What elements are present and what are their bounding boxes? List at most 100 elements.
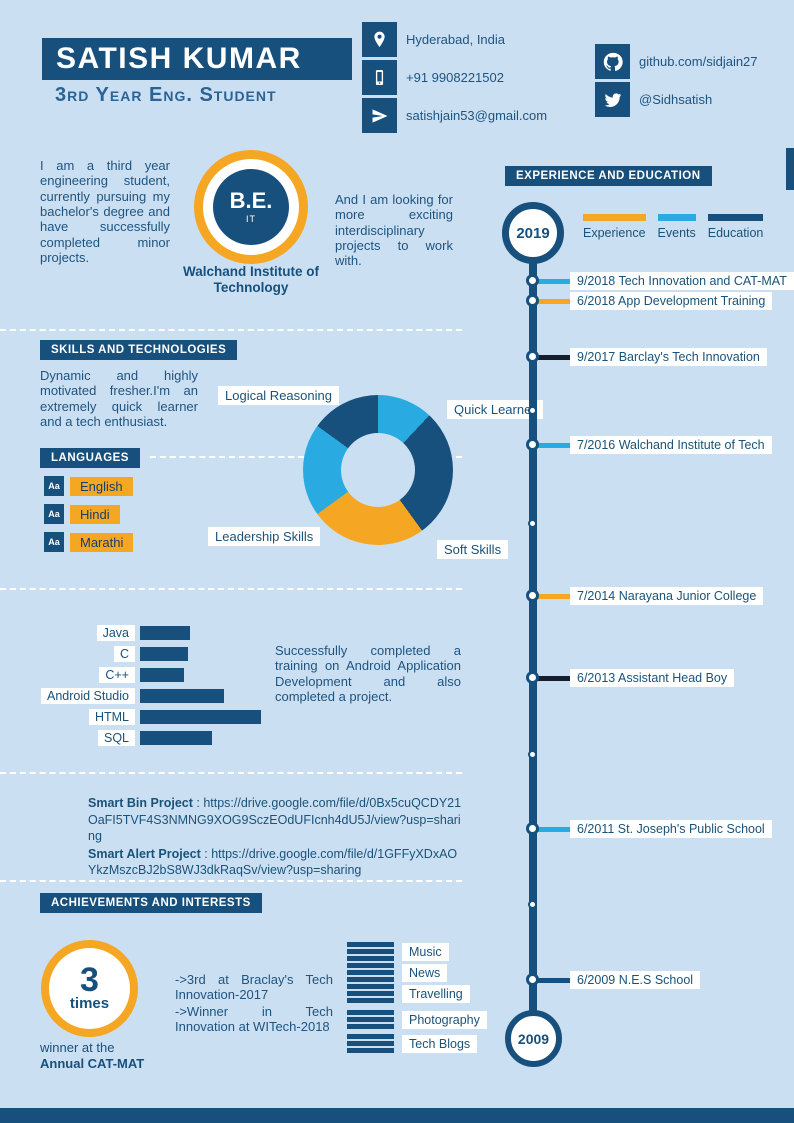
timeline-dot (526, 589, 539, 602)
interest-label: Travelling (402, 984, 470, 1003)
donut-label-logical-reasoning: Logical Reasoning (218, 386, 339, 405)
language-label: Hindi (70, 504, 120, 524)
donut-label-soft-skills: Soft Skills (437, 540, 509, 559)
entry-title: N.E.S School (618, 973, 694, 987)
degree-field-label: IT (246, 214, 256, 224)
times-badge: 3 times (41, 940, 138, 1037)
timeline-end-year: 2009 (505, 1010, 562, 1067)
timeline-dot (528, 750, 537, 759)
contact-location: Hyderabad, India (406, 32, 506, 47)
times-unit: times (69, 995, 110, 1013)
contact-phone[interactable]: +91 9908221502 (406, 70, 504, 85)
project-name: Smart Bin Project (88, 796, 193, 810)
achievements-header: ACHIEVEMENTS AND INTERESTS (40, 893, 262, 913)
contact-twitter[interactable]: @Sidhsatish (639, 92, 713, 107)
page-subtitle: 3rd Year Eng. Student (55, 84, 277, 106)
tech-bar (140, 646, 188, 661)
interest-row: Tech Blogs (347, 1034, 478, 1053)
contact-email[interactable]: satishjain53@gmail.com (406, 108, 548, 123)
tech-label: C (113, 645, 135, 662)
tech-bar (140, 709, 261, 724)
entry-date: 6/2011 (577, 822, 615, 836)
translate-icon: Aa (44, 532, 64, 552)
interest-row: Photography (347, 1010, 487, 1029)
timeline-dot (526, 822, 539, 835)
project-line: Smart Alert Project : https://drive.goog… (88, 846, 458, 878)
timeline-dot (528, 406, 537, 415)
language-label: English (70, 476, 133, 496)
about-intro: I am a third year engineering student, c… (40, 158, 170, 265)
entry-date: 7/2014 (577, 589, 616, 603)
project-line: Smart Bin Project : https://drive.google… (88, 796, 462, 843)
contact-github[interactable]: github.com/sidjain27 (639, 54, 758, 69)
timeline-entry: 6/2018 App Development Training (537, 291, 773, 311)
tech-label: C++ (99, 666, 135, 683)
legend-label: Experience (583, 226, 646, 240)
degree-badge: B.E. IT (194, 150, 308, 264)
timeline-label: 9/2017 Barclay's Tech Innovation (570, 348, 767, 366)
tech-bar-row: C++ (38, 666, 184, 683)
timeline-entry: 6/2009 N.E.S School (537, 970, 701, 990)
page-title: SATISH KUMAR (42, 38, 352, 80)
legend-item: Education (707, 214, 764, 240)
tech-bar (140, 688, 224, 703)
legend-item: Events (657, 214, 696, 240)
interest-row: Music (347, 942, 449, 961)
interest-label: Tech Blogs (402, 1034, 478, 1053)
divider (0, 329, 462, 331)
timeline-label: 9/2018 Tech Innovation and CAT-MAT (570, 272, 794, 290)
donut-label-quick-learner: Quick Learner (447, 400, 543, 419)
entry-title: Tech Innovation and CAT-MAT (618, 274, 787, 288)
timeline-tick (537, 826, 570, 832)
entry-title: Barclay's Tech Innovation (618, 350, 760, 364)
edge-accent (786, 148, 794, 190)
entry-date: 7/2016 (577, 438, 616, 452)
timeline-label: 7/2014 Narayana Junior College (570, 587, 764, 605)
timeline-entry: 9/2017 Barclay's Tech Innovation (537, 347, 767, 367)
phone-icon (362, 60, 397, 95)
year-label: 2019 (516, 224, 550, 242)
tech-bar-row: C (38, 645, 188, 662)
tech-bar (140, 625, 190, 640)
equalizer-icon (347, 1034, 394, 1053)
twitter-icon[interactable] (595, 82, 630, 117)
degree-label: B.E. (229, 188, 273, 213)
timeline-dot (528, 900, 537, 909)
projects-block: Smart Bin Project : https://drive.google… (88, 795, 464, 880)
skills-text: Dynamic and highly motivated fresher.I'm… (40, 368, 198, 429)
timeline-tick (537, 298, 570, 304)
interest-label: Music (402, 942, 449, 961)
skills-donut (303, 395, 453, 545)
language-row: Aa Marathi (44, 532, 134, 552)
timeline-label: 6/2011 St. Joseph's Public School (570, 820, 772, 838)
equalizer-icon (347, 963, 394, 982)
about-looking: And I am looking for more exciting inter… (335, 192, 453, 269)
timeline-tick (537, 977, 570, 983)
entry-title: Assistant Head Boy (618, 671, 728, 685)
timeline-dot (526, 350, 539, 363)
timeline-entry: 6/2013 Assistant Head Boy (537, 668, 735, 688)
interest-label: News (402, 963, 448, 982)
github-icon[interactable] (595, 44, 630, 79)
timeline-entry: 7/2014 Narayana Junior College (537, 586, 764, 606)
interest-row: News (347, 963, 448, 982)
tech-label: Java (96, 624, 135, 641)
skills-header: SKILLS AND TECHNOLOGIES (40, 340, 238, 360)
badge-caption-2: Annual CAT-MAT (40, 1056, 145, 1071)
location-icon (362, 22, 397, 57)
footer-strip (0, 1108, 794, 1123)
project-url[interactable]: https://drive.google.com/file/d/1GFFyXDx… (88, 846, 458, 878)
timeline-tick (537, 354, 570, 360)
project-url[interactable]: https://drive.google.com/file/d/0Bx5cuQC… (88, 796, 462, 843)
timeline-entry: 7/2016 Walchand Institute of Tech (537, 435, 772, 455)
language-label: Marathi (70, 532, 134, 552)
timeline-dot (526, 294, 539, 307)
donut-label-leadership-skills: Leadership Skills (208, 527, 321, 546)
timeline-tick (537, 593, 570, 599)
tech-bar-row: Java (38, 624, 190, 641)
timeline-dot (528, 519, 537, 528)
achievement-item: ->Winner in Tech Innovation at WITech-20… (175, 1004, 333, 1035)
tech-label: HTML (88, 708, 135, 725)
translate-icon: Aa (44, 504, 64, 524)
